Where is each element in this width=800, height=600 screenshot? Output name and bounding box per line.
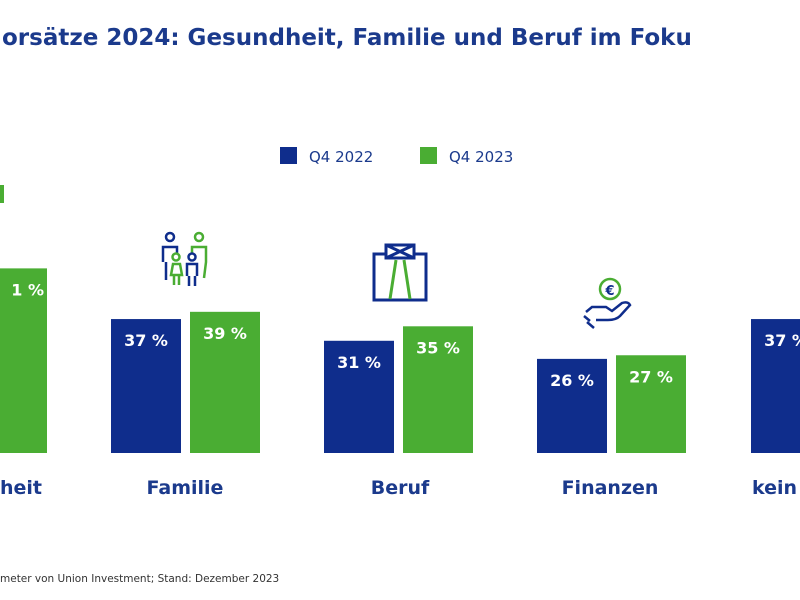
- category-label: Beruf: [371, 477, 430, 499]
- category-label: kein: [752, 477, 797, 499]
- legend-swatch-q4-2022: [280, 147, 297, 164]
- chart-title: orsätze 2024: Gesundheit, Familie und Be…: [2, 25, 692, 51]
- legend: Q4 2022 Q4 2023: [280, 147, 513, 166]
- bar-q4-2023-3: [616, 355, 686, 453]
- value-label: 37 %: [124, 331, 168, 350]
- value-label: 27 %: [629, 367, 673, 386]
- category-label: heit: [0, 477, 42, 499]
- hand-euro-icon: €: [583, 277, 632, 329]
- bar-q4-2022-4: [751, 319, 800, 453]
- value-label: 37 %: [764, 331, 800, 350]
- euro-symbol: €: [604, 284, 614, 299]
- value-label: 39 %: [203, 324, 247, 343]
- value-label: 26 %: [550, 371, 594, 390]
- category-label: Finanzen: [562, 477, 659, 499]
- bar-q4-2022-3: [537, 358, 607, 453]
- legend-swatch-q4-2023: [420, 147, 437, 164]
- bar-q4-2022-2: [324, 340, 394, 453]
- family-icon: [161, 231, 208, 286]
- value-label: 35 %: [416, 338, 460, 357]
- value-label: 31 %: [337, 353, 381, 372]
- value-label: 1 %: [11, 280, 44, 299]
- bar-q4-2023-2: [403, 326, 473, 453]
- footer-source: meter von Union Investment; Stand: Dezem…: [0, 573, 279, 585]
- category-label: Familie: [147, 477, 224, 499]
- health-icon: [0, 185, 4, 203]
- bars: 1 % heit 37 % 39 % Familie 31 % 35 % Beruf 26 % 2…: [0, 268, 800, 499]
- legend-label-q4-2023: Q4 2023: [449, 148, 513, 166]
- bar-q4-2023-1: [190, 311, 260, 453]
- bar-q4-2022-1: [111, 319, 181, 453]
- legend-label-q4-2022: Q4 2022: [309, 148, 373, 166]
- shirt-tie-icon: [372, 243, 428, 302]
- bar-q4-2023-0: [0, 268, 47, 453]
